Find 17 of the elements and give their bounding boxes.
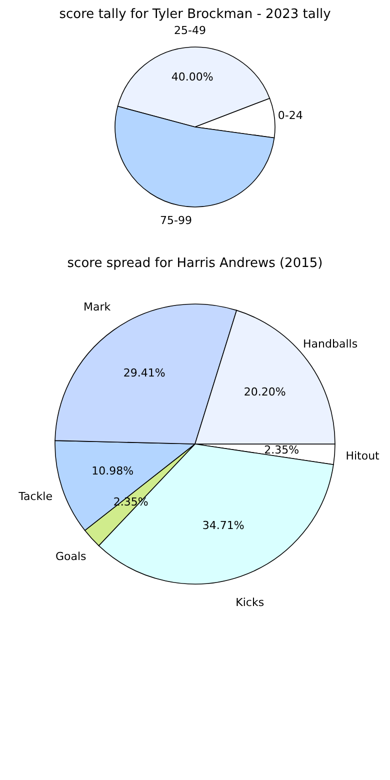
data-label: 10.98% bbox=[92, 464, 134, 478]
slice-label: Hitout bbox=[346, 449, 380, 462]
slice-label: Goals bbox=[55, 550, 86, 564]
data-label: 29.41% bbox=[123, 366, 166, 380]
slice-label: 25-49 bbox=[174, 24, 206, 38]
data-label: 2.35% bbox=[264, 443, 300, 456]
chart-title: score tally for Tyler Brockman - 2023 tally bbox=[59, 7, 332, 22]
slice-label: Kicks bbox=[236, 596, 264, 609]
slice-label: Mark bbox=[84, 300, 112, 314]
slice-label: Handballs bbox=[303, 337, 358, 350]
data-label: 20.20% bbox=[244, 386, 286, 399]
data-label: 34.71% bbox=[202, 519, 244, 532]
slice-label: 0-24 bbox=[278, 108, 303, 122]
slice-label: 75-99 bbox=[160, 214, 192, 228]
chart-title: score spread for Harris Andrews (2015) bbox=[67, 256, 323, 271]
slice-label: Tackle bbox=[18, 490, 53, 503]
data-label: 40.00% bbox=[171, 70, 214, 84]
